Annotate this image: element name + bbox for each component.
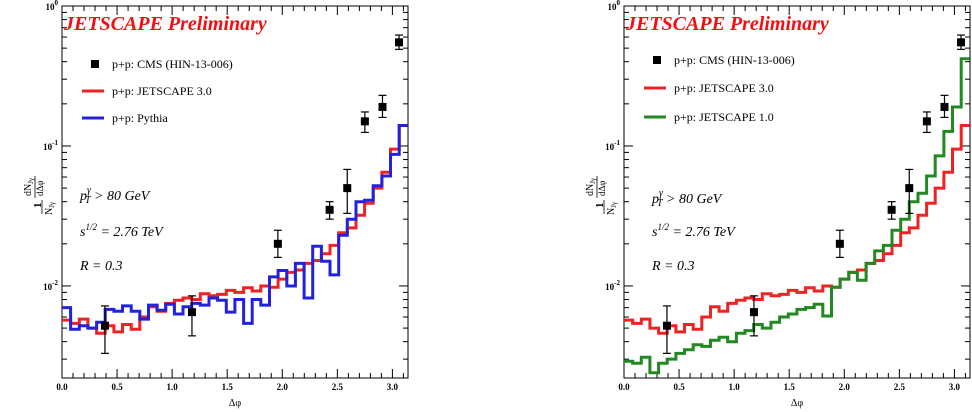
cms-point (378, 102, 387, 111)
y-label-numerator: dNJγ (23, 178, 35, 196)
cms-point (957, 38, 966, 47)
legend-label: p+p: CMS (HIN-13-006) (674, 53, 795, 67)
axis-ticks: 0.0 0.5 1.0 1.5 2.0 2.5 3.0 10-2 10-1 100 (43, 0, 408, 392)
legend: p+p: CMS (HIN-13-006) p+p: JETSCAPE 3.0 … (644, 53, 795, 124)
y-label-denominator: NJγ (44, 202, 56, 215)
pt-cut-annotation: pγ T > 80 GeV (79, 185, 151, 206)
x-tick-label: 2.0 (839, 382, 851, 392)
cms-point (100, 321, 109, 330)
cms-point (273, 239, 282, 248)
y-label-one: 1 (32, 203, 44, 209)
x-tick-label: 3.0 (387, 382, 399, 392)
series-p-p-pythia (62, 124, 408, 331)
cms-point (905, 184, 914, 193)
cms-point (343, 184, 352, 193)
y-label-numerator: dNJγ (585, 178, 597, 196)
y-axis-label: 1 NJγ dNJγ dΔφ (23, 176, 56, 215)
prelim-label: JETSCAPE Preliminary (625, 13, 829, 35)
radius-annotation: R = 0.3 (79, 259, 123, 274)
x-tick-label: 0.0 (56, 382, 68, 392)
x-tick-label: 3.0 (949, 382, 961, 392)
x-tick-label: 1.0 (167, 382, 179, 392)
legend-label: p+p: JETSCAPE 3.0 (112, 84, 212, 98)
cms-point (887, 205, 896, 214)
legend-item-jetscape1: p+p: JETSCAPE 1.0 (644, 110, 774, 124)
x-tick-label: 0.0 (618, 382, 630, 392)
x-tick-label: 2.5 (894, 382, 906, 392)
legend-item-jetscape3: p+p: JETSCAPE 3.0 (82, 84, 212, 98)
cms-points-layer (662, 34, 966, 354)
y-tick-label: 10-2 (605, 279, 620, 292)
annotations: pγ T > 80 GeV s1/2 = 2.76 TeV R = 0.3 (79, 185, 164, 274)
legend: p+p: CMS (HIN-13-006) p+p: JETSCAPE 3.0 … (82, 57, 233, 125)
legend-marker-square (91, 60, 99, 68)
legend-label: p+p: JETSCAPE 1.0 (674, 110, 774, 124)
y-tick-label: 10-2 (43, 279, 58, 292)
x-tick-label: 1.0 (729, 382, 741, 392)
series-layer (62, 124, 408, 335)
y-label-one: 1 (594, 203, 606, 209)
prelim-label: JETSCAPE Preliminary (63, 13, 267, 35)
legend-label: p+p: JETSCAPE 3.0 (674, 81, 774, 95)
y-tick-label: 100 (608, 0, 621, 12)
y-label-dphi: dΔφ (35, 181, 45, 196)
x-tick-label: 0.5 (111, 382, 123, 392)
sqrt-s-annotation: s1/2 = 2.76 TeV (80, 222, 164, 240)
x-tick-label: 2.5 (332, 382, 344, 392)
cms-point (662, 321, 671, 330)
x-axis-label: Δφ (791, 398, 803, 409)
y-label-dphi: dΔφ (597, 181, 607, 196)
cms-point (325, 205, 334, 214)
legend-label: p+p: CMS (HIN-13-006) (112, 57, 233, 71)
legend-label: p+p: Pythia (112, 111, 168, 125)
cms-point (940, 102, 949, 111)
sqrt-s-annotation: s1/2 = 2.76 TeV (652, 222, 736, 240)
right-panel: 0.0 0.5 1.0 1.5 2.0 2.5 3.0 10-2 10-1 100 JETSCAP… (585, 0, 971, 409)
legend-item-cms: p+p: CMS (HIN-13-006) (653, 53, 795, 67)
y-tick-label: 10-1 (605, 139, 620, 152)
legend-item-cms: p+p: CMS (HIN-13-006) (91, 57, 233, 71)
cms-point (360, 117, 369, 126)
x-tick-label: 1.5 (222, 382, 234, 392)
cms-point (187, 308, 196, 317)
x-axis-label: Δφ (229, 398, 241, 409)
cms-point (749, 308, 758, 317)
radius-annotation: R = 0.3 (651, 259, 695, 274)
pt-cut-annotation: pγ T > 80 GeV (651, 188, 723, 209)
y-label-denominator: NJγ (606, 202, 618, 215)
left-panel: 0.0 0.5 1.0 1.5 2.0 2.5 3.0 10-2 10-1 100 JETSCAP… (23, 0, 409, 409)
annotations: pγ T > 80 GeV s1/2 = 2.76 TeV R = 0.3 (651, 188, 736, 274)
legend-marker-square (653, 56, 661, 64)
cms-point (922, 117, 931, 126)
legend-item-jetscape3: p+p: JETSCAPE 3.0 (644, 81, 774, 95)
legend-item-pythia: p+p: Pythia (82, 111, 168, 125)
axis-ticks: 0.0 0.5 1.0 1.5 2.0 2.5 3.0 10-2 10-1 100 (605, 0, 970, 392)
cms-point (835, 239, 844, 248)
x-tick-label: 1.5 (784, 382, 796, 392)
x-tick-label: 2.0 (277, 382, 289, 392)
cms-points-layer (100, 34, 404, 354)
y-axis-label: 1 NJγ dNJγ dΔφ (585, 176, 618, 215)
y-tick-label: 100 (46, 0, 59, 12)
x-tick-label: 0.5 (673, 382, 685, 392)
y-tick-label: 10-1 (43, 139, 58, 152)
cms-point (395, 38, 404, 47)
series-p-p-jetscape-3-0 (624, 124, 970, 335)
